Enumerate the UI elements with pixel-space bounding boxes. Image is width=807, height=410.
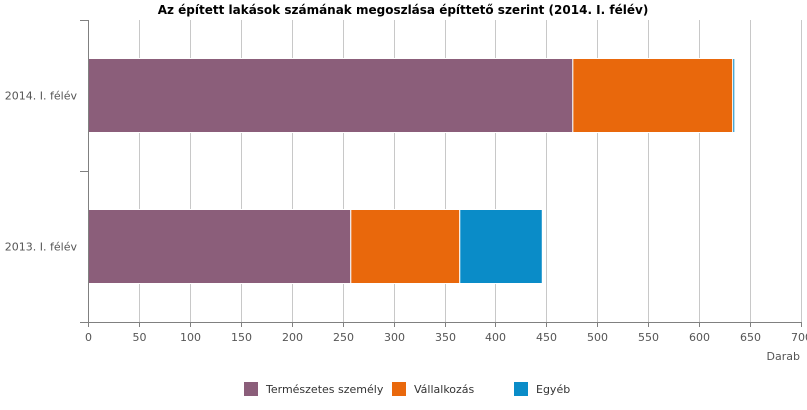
- legend-swatch: [392, 382, 406, 396]
- x-tick-label: 450: [536, 331, 557, 344]
- category-label: 2013. I. félév: [5, 241, 78, 254]
- legend-item[interactable]: Vállalkozás: [392, 382, 475, 396]
- x-tick-label: 500: [587, 331, 608, 344]
- x-tick-label: 600: [689, 331, 710, 344]
- x-tick-label: 100: [180, 331, 201, 344]
- axes: [80, 20, 802, 327]
- bars: [87, 58, 736, 284]
- x-tick-label: 700: [791, 331, 807, 344]
- x-tick-label: 350: [435, 331, 456, 344]
- legend-item[interactable]: Természetes személy: [244, 382, 384, 396]
- x-tick-label: 200: [282, 331, 303, 344]
- category-label: 2014. I. félév: [5, 90, 78, 103]
- legend-label: Egyéb: [536, 383, 570, 396]
- x-tick-label: 650: [740, 331, 761, 344]
- bar-segment[interactable]: [350, 209, 461, 284]
- x-tick-label: 400: [485, 331, 506, 344]
- legend-label: Természetes személy: [265, 383, 384, 396]
- x-tick-label: 300: [384, 331, 405, 344]
- legend[interactable]: Természetes személy Vállalkozás Egyéb: [244, 382, 570, 396]
- x-tick-label: 250: [333, 331, 354, 344]
- x-tick-label: 50: [133, 331, 147, 344]
- bar-segment[interactable]: [732, 58, 736, 133]
- chart-title: Az épített lakások számának megoszlása é…: [158, 3, 649, 17]
- bar-segment[interactable]: [87, 209, 352, 284]
- legend-swatch: [244, 382, 258, 396]
- x-tick-label: 150: [231, 331, 252, 344]
- legend-swatch: [514, 382, 528, 396]
- x-axis-label: Darab: [767, 350, 800, 363]
- legend-item[interactable]: Egyéb: [514, 382, 570, 396]
- bar-segment[interactable]: [572, 58, 734, 133]
- x-tick-labels: 0 50 100 150 200 250 300 350 400 450 500 550 600 650 7…: [85, 331, 807, 344]
- bar-segment[interactable]: [87, 58, 574, 133]
- x-tick-label: 0: [85, 331, 92, 344]
- bar-segment[interactable]: [459, 209, 543, 284]
- legend-label: Vállalkozás: [414, 383, 475, 396]
- category-labels: 2014. I. félév 2013. I. félév: [5, 90, 78, 254]
- x-tick-label: 550: [638, 331, 659, 344]
